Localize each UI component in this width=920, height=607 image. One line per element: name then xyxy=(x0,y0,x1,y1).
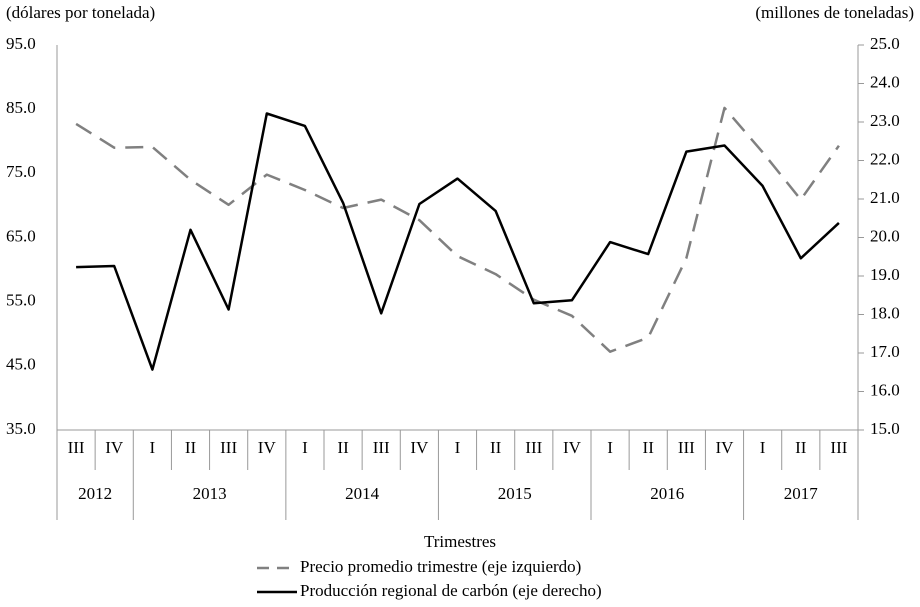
y-tick-label: 65.0 xyxy=(6,226,36,245)
x-tick-label: IV xyxy=(563,438,582,457)
x-tick-label: II xyxy=(795,438,807,457)
y2-tick-label: 22.0 xyxy=(870,149,900,168)
x-tick-label: IV xyxy=(105,438,124,457)
x-tick-label: III xyxy=(68,438,85,457)
y2-axis-title: (millones de toneladas) xyxy=(755,3,914,22)
year-label: 2016 xyxy=(650,484,684,503)
x-tick-label: III xyxy=(678,438,695,457)
x-tick-label: I xyxy=(455,438,461,457)
x-tick-label: III xyxy=(373,438,390,457)
y2-tick-label: 23.0 xyxy=(870,111,900,130)
legend-label: Producción regional de carbón (eje derec… xyxy=(300,581,602,600)
legend-label: Precio promedio trimestre (eje izquierdo… xyxy=(300,557,581,576)
series-line xyxy=(76,112,840,371)
x-tick-label: III xyxy=(830,438,847,457)
y2-tick-label: 25.0 xyxy=(870,34,900,53)
y-tick-label: 75.0 xyxy=(6,162,36,181)
x-tick-label: IV xyxy=(410,438,429,457)
y2-tick-label: 21.0 xyxy=(870,188,900,207)
y2-tick-label: 17.0 xyxy=(870,342,900,361)
x-tick-label: II xyxy=(185,438,197,457)
x-tick-label: IV xyxy=(258,438,277,457)
x-tick-label: I xyxy=(150,438,156,457)
y-tick-label: 55.0 xyxy=(6,291,36,310)
y2-tick-label: 18.0 xyxy=(870,303,900,322)
year-label: 2017 xyxy=(784,484,819,503)
year-label: 2012 xyxy=(78,484,112,503)
x-tick-label: II xyxy=(490,438,502,457)
y-tick-label: 45.0 xyxy=(6,355,36,374)
x-tick-label: II xyxy=(643,438,655,457)
y2-tick-label: 15.0 xyxy=(870,419,900,438)
x-tick-label: IV xyxy=(716,438,735,457)
y2-tick-label: 19.0 xyxy=(870,265,900,284)
x-axis-title: Trimestres xyxy=(424,532,496,551)
year-label: 2015 xyxy=(498,484,532,503)
y-tick-label: 95.0 xyxy=(6,34,36,53)
y2-tick-label: 16.0 xyxy=(870,380,900,399)
x-tick-label: III xyxy=(525,438,542,457)
y-tick-label: 35.0 xyxy=(6,419,36,438)
series-line xyxy=(75,106,840,353)
year-label: 2014 xyxy=(345,484,380,503)
x-tick-label: I xyxy=(302,438,308,457)
year-label: 2013 xyxy=(193,484,227,503)
y-axis-title: (dólares por tonelada) xyxy=(6,3,155,22)
x-tick-label: I xyxy=(760,438,766,457)
y2-tick-label: 24.0 xyxy=(870,72,900,91)
y2-tick-label: 20.0 xyxy=(870,226,900,245)
y-tick-label: 85.0 xyxy=(6,98,36,117)
x-tick-label: II xyxy=(337,438,349,457)
x-tick-label: III xyxy=(220,438,237,457)
x-tick-label: I xyxy=(607,438,613,457)
